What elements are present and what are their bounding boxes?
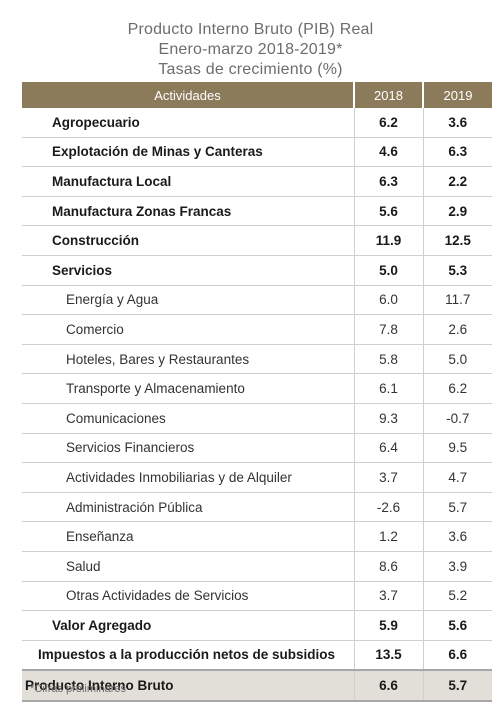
value-2019: 2.9 — [422, 196, 492, 227]
value-2019: 3.9 — [422, 551, 492, 582]
value-2018: 3.7 — [353, 462, 423, 493]
row-label: Explotación de Minas y Canteras — [22, 137, 354, 168]
table-row: Enseñanza 1.2 3.6 — [22, 521, 492, 552]
row-label: Comunicaciones — [22, 403, 354, 434]
table-row: Administración Pública -2.6 5.7 — [22, 492, 492, 523]
value-2019: 12.5 — [422, 225, 492, 256]
value-2018: 6.6 — [353, 669, 423, 702]
value-2018: 6.4 — [353, 433, 423, 464]
row-label: Energía y Agua — [22, 285, 354, 316]
row-label: Impuestos a la producción netos de subsi… — [22, 640, 354, 671]
value-2018: 1.2 — [353, 521, 423, 552]
title-line-2: Enero-marzo 2018-2019* — [158, 41, 343, 58]
row-label: Valor Agregado — [22, 610, 354, 641]
header-actividades: Actividades — [22, 82, 354, 108]
table-row: Otras Actividades de Servicios 3.7 5.2 — [22, 581, 492, 612]
value-2019: -0.7 — [422, 403, 492, 434]
table-row: Comunicaciones 9.3 -0.7 — [22, 403, 492, 434]
value-2019: 4.7 — [422, 462, 492, 493]
row-label: Administración Pública — [22, 492, 354, 523]
row-label: Actividades Inmobiliarias y de Alquiler — [22, 462, 354, 493]
row-label: Manufactura Local — [22, 166, 354, 197]
value-2019: 3.6 — [422, 521, 492, 552]
row-label: Transporte y Almacenamiento — [22, 373, 354, 404]
header-2018: 2018 — [353, 82, 423, 108]
value-2018: 8.6 — [353, 551, 423, 582]
value-2018: 6.2 — [353, 108, 423, 138]
table-row: Hoteles, Bares y Restaurantes 5.8 5.0 — [22, 344, 492, 375]
row-label: Hoteles, Bares y Restaurantes — [22, 344, 354, 375]
table-header-row: Actividades 2018 2019 — [22, 82, 492, 108]
value-2018: 6.1 — [353, 373, 423, 404]
value-2019: 6.2 — [422, 373, 492, 404]
value-2019: 5.3 — [422, 255, 492, 286]
row-label: Agropecuario — [22, 108, 354, 138]
table-row: Manufactura Zonas Francas 5.6 2.9 — [22, 196, 492, 227]
table-row: Agropecuario 6.2 3.6 — [22, 108, 492, 138]
title-line-3: Tasas de crecimiento (%) — [158, 61, 343, 78]
table-row: Transporte y Almacenamiento 6.1 6.2 — [22, 373, 492, 404]
value-2018: -2.6 — [353, 492, 423, 523]
value-2019: 6.6 — [422, 640, 492, 671]
table-row: Servicios 5.0 5.3 — [22, 255, 492, 286]
footnote: *Cifras preliminares — [30, 683, 126, 695]
table-row: Servicios Financieros 6.4 9.5 — [22, 433, 492, 464]
row-label: Manufactura Zonas Francas — [22, 196, 354, 227]
total-row: Producto Interno Bruto 6.6 5.7 — [22, 669, 492, 702]
title-line-1: Producto Interno Bruto (PIB) Real — [127, 21, 374, 38]
table-row: Manufactura Local 6.3 2.2 — [22, 166, 492, 197]
growth-table: Actividades 2018 2019 Agropecuario 6.2 3… — [22, 82, 492, 702]
row-label: Salud — [22, 551, 354, 582]
value-2018: 13.5 — [353, 640, 423, 671]
row-label: Servicios Financieros — [22, 433, 354, 464]
row-label: Servicios — [22, 255, 354, 286]
value-2018: 5.9 — [353, 610, 423, 641]
value-2018: 9.3 — [353, 403, 423, 434]
value-2019: 2.6 — [422, 314, 492, 345]
row-label: Comercio — [22, 314, 354, 345]
value-2019: 5.6 — [422, 610, 492, 641]
table-row: Construcción 11.9 12.5 — [22, 225, 492, 256]
value-2019: 5.2 — [422, 581, 492, 612]
table-row: Valor Agregado 5.9 5.6 — [22, 610, 492, 641]
table-row: Energía y Agua 6.0 11.7 — [22, 285, 492, 316]
value-2019: 5.7 — [422, 492, 492, 523]
value-2018: 11.9 — [353, 225, 423, 256]
value-2019: 5.7 — [422, 669, 492, 702]
row-label: Enseñanza — [22, 521, 354, 552]
value-2018: 7.8 — [353, 314, 423, 345]
value-2019: 2.2 — [422, 166, 492, 197]
value-2019: 11.7 — [422, 285, 492, 316]
value-2019: 3.6 — [422, 108, 492, 138]
value-2018: 5.8 — [353, 344, 423, 375]
value-2018: 3.7 — [353, 581, 423, 612]
value-2019: 6.3 — [422, 137, 492, 168]
value-2018: 6.0 — [353, 285, 423, 316]
value-2019: 9.5 — [422, 433, 492, 464]
value-2019: 5.0 — [422, 344, 492, 375]
table-row: Impuestos a la producción netos de subsi… — [22, 640, 492, 671]
value-2018: 4.6 — [353, 137, 423, 168]
value-2018: 5.6 — [353, 196, 423, 227]
value-2018: 5.0 — [353, 255, 423, 286]
table-row: Actividades Inmobiliarias y de Alquiler … — [22, 462, 492, 493]
row-label: Producto Interno Bruto — [22, 669, 354, 702]
table-row: Comercio 7.8 2.6 — [22, 314, 492, 345]
table-row: Explotación de Minas y Canteras 4.6 6.3 — [22, 137, 492, 168]
value-2018: 6.3 — [353, 166, 423, 197]
report-title: Producto Interno Bruto (PIB) Real Enero-… — [0, 20, 501, 80]
row-label: Construcción — [22, 225, 354, 256]
table-row: Salud 8.6 3.9 — [22, 551, 492, 582]
header-2019: 2019 — [422, 82, 492, 108]
row-label: Otras Actividades de Servicios — [22, 581, 354, 612]
